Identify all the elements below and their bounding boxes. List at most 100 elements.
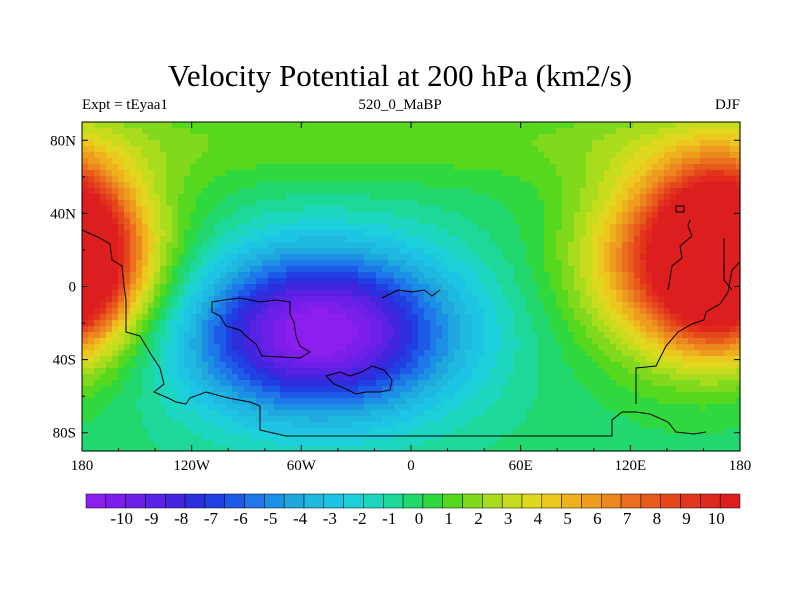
field-cell <box>466 182 473 189</box>
field-cell <box>550 308 557 315</box>
field-cell <box>382 260 389 267</box>
field-cell <box>178 212 185 219</box>
field-cell <box>412 224 419 231</box>
field-cell <box>628 272 635 279</box>
field-cell <box>676 290 683 297</box>
field-cell <box>538 230 545 237</box>
field-cell <box>538 164 545 171</box>
field-cell <box>400 134 407 141</box>
field-cell <box>88 218 95 225</box>
field-cell <box>712 128 719 135</box>
field-cell <box>718 248 725 255</box>
field-cell <box>442 362 449 369</box>
field-cell <box>214 128 221 135</box>
field-cell <box>658 122 665 129</box>
field-cell <box>610 170 617 177</box>
field-cell <box>610 230 617 237</box>
field-cell <box>718 206 725 213</box>
field-cell <box>106 380 113 387</box>
field-cell <box>400 338 407 345</box>
field-cell <box>352 254 359 261</box>
field-cell <box>634 254 641 261</box>
field-cell <box>724 158 731 165</box>
field-cell <box>580 164 587 171</box>
field-cell <box>718 254 725 261</box>
field-cell <box>562 326 569 333</box>
field-cell <box>466 158 473 165</box>
field-cell <box>514 200 521 207</box>
field-cell <box>124 254 131 261</box>
field-cell <box>646 332 653 339</box>
field-cell <box>112 362 119 369</box>
field-cell <box>220 146 227 153</box>
field-cell <box>454 254 461 261</box>
field-cell <box>544 302 551 309</box>
field-cell <box>160 386 167 393</box>
field-cell <box>496 248 503 255</box>
field-cell <box>484 206 491 213</box>
field-cell <box>586 266 593 273</box>
field-cell <box>256 140 263 147</box>
field-cell <box>376 128 383 135</box>
field-cell <box>394 368 401 375</box>
field-cell <box>730 158 737 165</box>
field-cell <box>262 188 269 195</box>
field-cell <box>580 254 587 261</box>
field-cell <box>388 302 395 309</box>
field-cell <box>640 380 647 387</box>
field-cell <box>718 326 725 333</box>
field-cell <box>430 308 437 315</box>
field-cell <box>346 308 353 315</box>
field-cell <box>160 182 167 189</box>
field-cell <box>610 260 617 267</box>
field-cell <box>208 314 215 321</box>
field-cell <box>610 248 617 255</box>
field-cell <box>196 188 203 195</box>
field-cell <box>352 266 359 273</box>
field-cell <box>664 278 671 285</box>
field-cell <box>466 200 473 207</box>
field-cell <box>244 278 251 285</box>
field-cell <box>544 200 551 207</box>
field-cell <box>334 326 341 333</box>
field-cell <box>646 164 653 171</box>
field-cell <box>268 164 275 171</box>
field-cell <box>604 182 611 189</box>
field-cell <box>568 212 575 219</box>
field-cell <box>328 290 335 297</box>
field-cell <box>268 308 275 315</box>
field-cell <box>508 314 515 321</box>
field-cell <box>496 278 503 285</box>
field-cell <box>100 176 107 183</box>
field-cell <box>676 374 683 381</box>
field-cell <box>226 362 233 369</box>
field-cell <box>94 242 101 249</box>
field-cell <box>376 224 383 231</box>
field-cell <box>454 224 461 231</box>
field-cell <box>112 218 119 225</box>
field-cell <box>508 380 515 387</box>
field-cell <box>508 254 515 261</box>
field-cell <box>550 320 557 327</box>
field-cell <box>670 128 677 135</box>
field-cell <box>592 302 599 309</box>
field-cell <box>316 242 323 249</box>
field-cell <box>394 350 401 357</box>
field-cell <box>316 170 323 177</box>
field-cell <box>556 302 563 309</box>
field-cell <box>322 254 329 261</box>
field-cell <box>676 248 683 255</box>
field-cell <box>418 380 425 387</box>
field-cell <box>112 326 119 333</box>
field-cell <box>118 134 125 141</box>
field-cell <box>610 140 617 147</box>
field-cell <box>382 212 389 219</box>
field-cell <box>94 224 101 231</box>
field-cell <box>136 338 143 345</box>
field-cell <box>202 248 209 255</box>
field-cell <box>616 344 623 351</box>
field-cell <box>670 164 677 171</box>
field-cell <box>304 374 311 381</box>
field-cell <box>616 158 623 165</box>
field-cell <box>574 350 581 357</box>
